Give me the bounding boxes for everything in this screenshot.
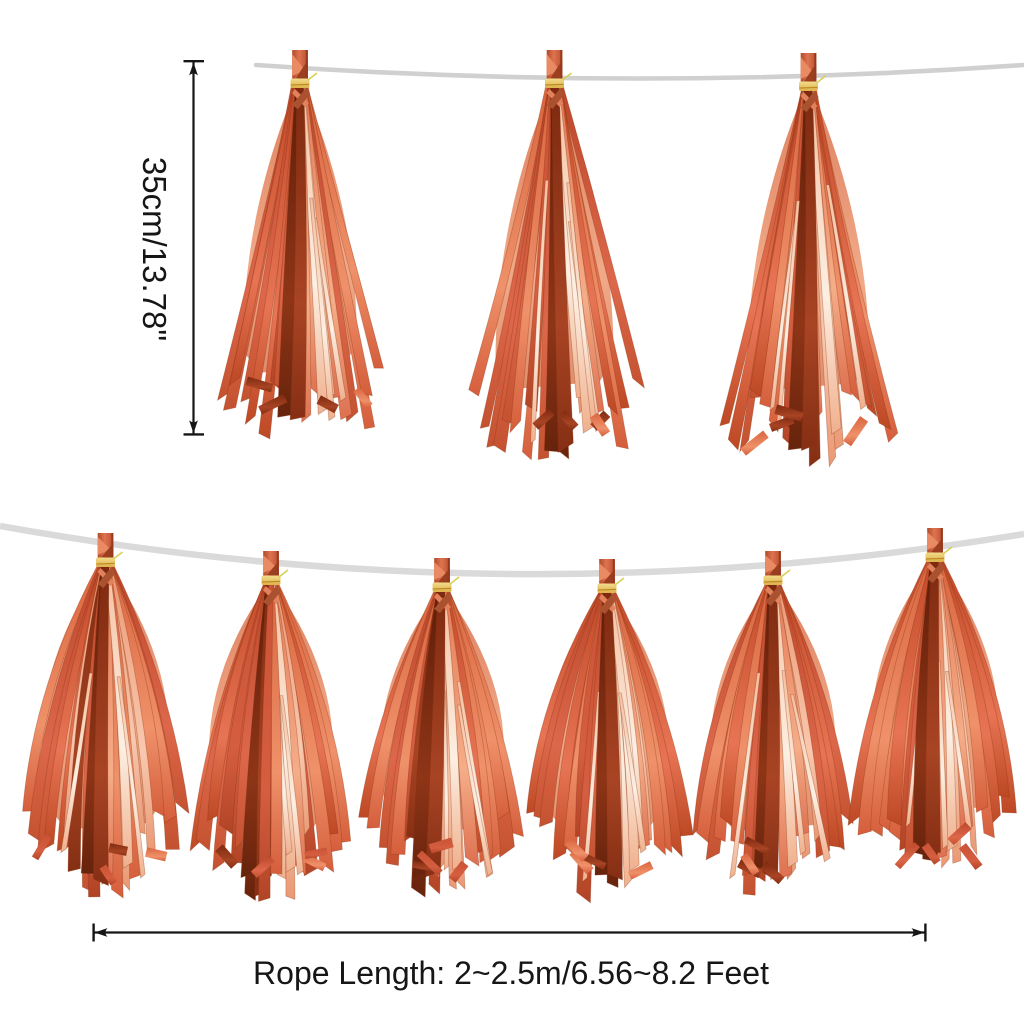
svg-text:35cm/13.78": 35cm/13.78" <box>136 157 173 341</box>
svg-text:Rope Length: 2~2.5m/6.56~8.2 F: Rope Length: 2~2.5m/6.56~8.2 Feet <box>253 955 769 991</box>
